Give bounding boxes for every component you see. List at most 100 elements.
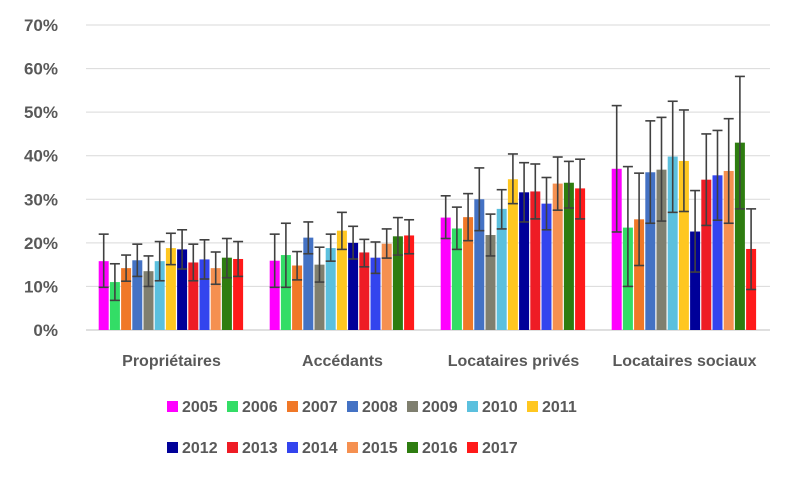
error-bar-2009-2 xyxy=(485,213,496,257)
bar-2016-2 xyxy=(563,182,574,330)
legend-label: 2011 xyxy=(542,399,577,416)
error-bar-2005-3 xyxy=(611,104,622,233)
bar-2009-1 xyxy=(314,264,325,330)
legend-swatch xyxy=(347,442,358,453)
error-bar-2008-3 xyxy=(645,120,656,225)
error-bar-2012-0 xyxy=(177,228,188,270)
bar-2011-1 xyxy=(336,230,347,330)
bar-2016-0 xyxy=(221,257,232,330)
bar-2012-2 xyxy=(519,192,530,330)
error-bar-2015-0 xyxy=(210,251,221,286)
legend-label: 2017 xyxy=(482,440,518,457)
bar-2005-3 xyxy=(611,168,622,330)
error-bar-2007-1 xyxy=(292,250,303,281)
legend-swatch xyxy=(527,401,538,412)
error-bar-2017-3 xyxy=(746,208,757,291)
y-tick-label: 10% xyxy=(24,277,58,296)
legend-swatch xyxy=(347,401,358,412)
bar-2012-1 xyxy=(348,242,359,330)
bar-2005-1 xyxy=(269,260,280,330)
bar-2008-1 xyxy=(303,237,314,330)
bar-2015-0 xyxy=(210,268,221,330)
error-bar-2011-3 xyxy=(678,109,689,213)
bar-2006-2 xyxy=(451,228,462,330)
error-bar-2006-3 xyxy=(622,165,633,288)
error-bar-2010-0 xyxy=(154,240,165,282)
error-bar-2015-3 xyxy=(723,117,734,225)
error-bar-2006-0 xyxy=(109,262,120,302)
bar-2015-3 xyxy=(723,170,734,330)
legend-label: 2006 xyxy=(242,399,278,416)
legend-swatch xyxy=(467,442,478,453)
y-tick-label: 40% xyxy=(24,147,58,166)
bar-2010-1 xyxy=(325,248,336,330)
error-bar-2011-2 xyxy=(507,153,518,205)
bar-2014-1 xyxy=(370,257,381,330)
error-bar-2008-1 xyxy=(303,221,314,255)
bar-2016-1 xyxy=(392,236,403,330)
y-axis-tick-labels: 0% 10% 20% 30% 40% 50% 60% 70% xyxy=(24,16,58,340)
error-bar-2010-3 xyxy=(667,100,678,214)
bar-2017-2 xyxy=(575,188,586,330)
legend-swatch xyxy=(227,401,238,412)
bar-2016-3 xyxy=(734,142,745,330)
error-bar-2012-2 xyxy=(519,161,530,223)
x-category-label: Propriétaires xyxy=(122,353,221,370)
error-bar-2008-0 xyxy=(132,243,143,278)
x-axis-category-labels: Propriétaires Accédants Locataires privés L… xyxy=(122,353,756,370)
legend-swatch xyxy=(287,442,298,453)
legend-label: 2012 xyxy=(182,440,218,457)
bar-2014-3 xyxy=(712,175,723,330)
legend-label: 2008 xyxy=(362,399,398,416)
bar-2015-1 xyxy=(381,243,392,330)
error-bar-2006-2 xyxy=(451,206,462,251)
bar-2011-3 xyxy=(678,160,689,330)
y-tick-label: 50% xyxy=(24,103,58,122)
bar-2007-0 xyxy=(121,268,132,330)
error-bar-2016-3 xyxy=(734,75,745,210)
bar-2014-2 xyxy=(541,203,552,330)
bar-2013-3 xyxy=(701,179,712,330)
bar-2007-2 xyxy=(463,217,474,330)
legend-label: 2013 xyxy=(242,440,278,457)
legend-swatch xyxy=(167,401,178,412)
y-tick-label: 60% xyxy=(24,60,58,79)
error-bar-2016-2 xyxy=(563,160,574,209)
error-bar-2013-3 xyxy=(701,133,712,227)
error-bars xyxy=(98,75,757,302)
error-bar-2011-1 xyxy=(336,211,347,251)
bar-2010-2 xyxy=(496,208,507,330)
legend-swatch xyxy=(167,442,178,453)
legend-swatch xyxy=(407,442,418,453)
bar-2013-2 xyxy=(530,191,541,330)
bar-2012-0 xyxy=(177,249,188,330)
error-bar-2011-0 xyxy=(165,232,176,266)
bar-2010-0 xyxy=(154,261,165,330)
error-bar-2010-2 xyxy=(496,188,507,230)
bar-2014-0 xyxy=(199,259,210,330)
legend-label: 2005 xyxy=(182,399,218,416)
bar-2007-1 xyxy=(292,265,303,330)
error-bar-2007-0 xyxy=(121,254,132,283)
x-category-label: Locataires privés xyxy=(448,353,580,370)
legend-label: 2014 xyxy=(302,440,338,457)
bar-2008-3 xyxy=(645,172,656,330)
error-bar-2014-1 xyxy=(370,241,381,275)
legend-label: 2015 xyxy=(362,440,398,457)
bar-2009-2 xyxy=(485,235,496,330)
error-bar-2005-2 xyxy=(440,195,451,240)
error-bar-2012-3 xyxy=(690,189,701,273)
legend-swatch xyxy=(467,401,478,412)
legend-label: 2009 xyxy=(422,399,458,416)
bar-2006-1 xyxy=(280,255,291,330)
bar-2005-0 xyxy=(98,261,109,330)
legend-label: 2016 xyxy=(422,440,458,457)
error-bar-2007-3 xyxy=(634,172,645,267)
bars xyxy=(98,142,757,330)
error-bar-2010-1 xyxy=(325,233,336,262)
error-bar-2006-1 xyxy=(280,222,291,289)
error-bar-2015-1 xyxy=(381,228,392,259)
bar-2011-2 xyxy=(507,179,518,330)
